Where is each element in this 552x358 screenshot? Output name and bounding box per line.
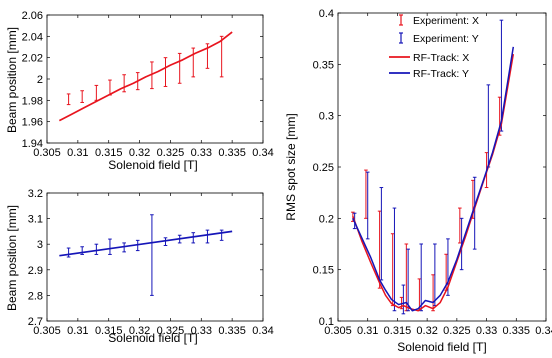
y-tick-label: 3 <box>37 239 43 251</box>
x-tick-label: 0.325 <box>157 147 185 159</box>
x-axis-label: Solenoid field [T] <box>108 331 197 345</box>
y-tick-label: 1.98 <box>22 95 43 107</box>
x-tick-label: 0.32 <box>129 147 150 159</box>
y-axis-label: RMS spot size [mm] <box>284 113 298 220</box>
x-axis-label: Solenoid field [T] <box>397 340 486 354</box>
x-tick-label: 0.33 <box>476 325 497 337</box>
y-axis-label: Beam position [mm] <box>5 205 19 311</box>
x-tick-label: 0.335 <box>218 325 246 337</box>
y-tick-label: 2.04 <box>22 31 43 43</box>
legend-label: RF-Track: X <box>413 52 469 64</box>
y-tick-label: 0.25 <box>313 162 334 174</box>
legend: Experiment: X Experiment: Y RF-Track: X RF-… <box>389 14 479 80</box>
x-tick-label: 0.325 <box>443 325 471 337</box>
series-line <box>352 46 515 312</box>
y-tick-label: 0.1 <box>319 316 334 328</box>
x-tick-label: 0.335 <box>503 325 531 337</box>
x-tick-label: 0.33 <box>191 325 212 337</box>
x-tick-label: 0.315 <box>95 325 123 337</box>
x-tick-label: 0.34 <box>252 325 273 337</box>
y-tick-label: 0.2 <box>319 213 334 225</box>
x-tick-label: 0.315 <box>95 147 123 159</box>
x-tick-label: 0.315 <box>384 325 412 337</box>
chart-top-left: 0.305 0.31 0.315 0.32 0.325 0.33 0.335 0.34 1.94… <box>5 10 274 172</box>
legend-label: Experiment: Y <box>413 33 479 45</box>
y-tick-label: 2 <box>37 74 43 86</box>
x-tick-label: 0.34 <box>252 147 273 159</box>
x-tick-label: 0.32 <box>416 325 437 337</box>
x-tick-label: 0.305 <box>33 147 61 159</box>
x-tick-label: 0.305 <box>324 325 352 337</box>
chart-bottom-left: 0.305 0.31 0.315 0.32 0.325 0.33 0.335 0.34 2.7 2… <box>5 188 274 345</box>
y-tick-label: 0.35 <box>313 59 334 71</box>
y-tick-label: 2.8 <box>28 290 43 302</box>
y-tick-label: 2.06 <box>22 10 43 22</box>
x-tick-label: 0.32 <box>129 325 150 337</box>
x-tick-label: 0.325 <box>157 325 185 337</box>
x-tick-label: 0.31 <box>67 147 88 159</box>
model-line <box>58 31 233 122</box>
chart-right: 0.305 0.31 0.315 0.32 0.325 0.33 0.335 0.34 0.1 0… <box>284 8 552 354</box>
x-tick-label: 0.31 <box>357 325 378 337</box>
x-axis-label: Solenoid field [T] <box>108 158 197 172</box>
y-tick-label: 1.94 <box>22 138 43 150</box>
y-axis-label: Beam position [mm] <box>5 27 19 133</box>
y-tick-label: 3.1 <box>28 214 43 226</box>
y-tick-label: 3.2 <box>28 188 43 200</box>
x-tick-label: 0.335 <box>218 147 246 159</box>
y-tick-label: 0.15 <box>313 265 334 277</box>
y-tick-label: 0.3 <box>319 111 334 123</box>
x-tick-label: 0.33 <box>191 147 212 159</box>
y-tick-label: 2.7 <box>28 316 43 328</box>
y-tick-label: 0.4 <box>319 8 334 20</box>
x-tick-label: 0.31 <box>67 325 88 337</box>
plot-frame <box>46 192 264 322</box>
legend-label: RF-Track: Y <box>413 68 469 80</box>
x-tick-label: 0.34 <box>535 325 552 337</box>
model-line <box>59 230 233 257</box>
y-tick-label: 2.02 <box>22 53 43 65</box>
y-tick-label: 1.96 <box>22 117 43 129</box>
y-tick-label: 2.9 <box>28 265 43 277</box>
legend-label: Experiment: X <box>413 15 479 27</box>
x-tick-label: 0.305 <box>33 325 61 337</box>
